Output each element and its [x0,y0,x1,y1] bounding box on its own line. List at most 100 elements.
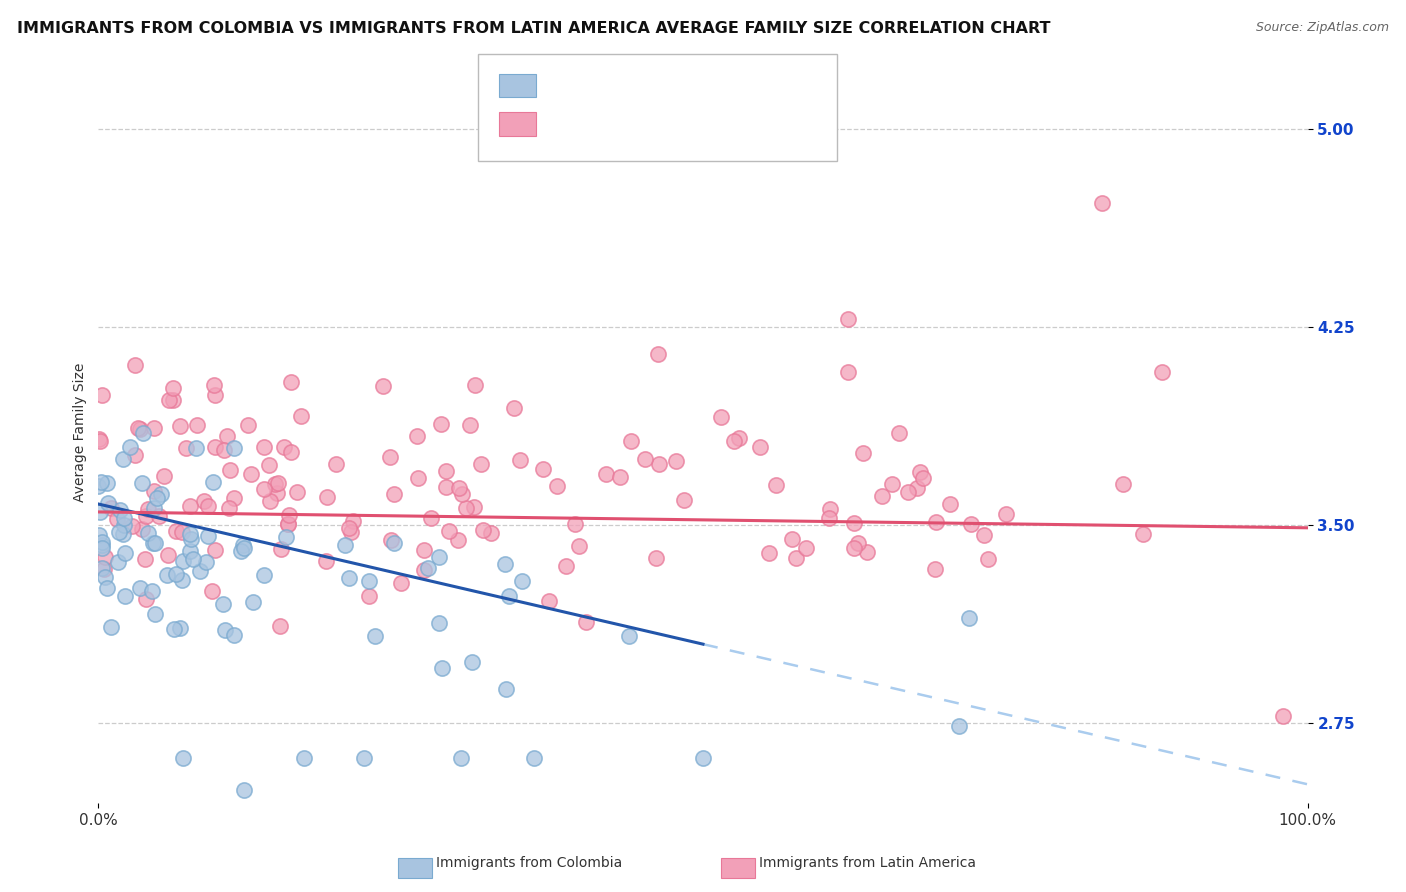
Point [89,475,111,490]
Point [472,523,495,537]
Point [503,401,526,415]
Point [609,470,631,484]
Point [110,503,132,517]
Point [97,496,120,510]
Point [818,511,841,525]
Point [280,375,302,389]
Point [1091,195,1114,210]
Point [100,501,122,516]
Point [242,594,264,608]
Point [382,535,405,549]
Point [118,440,141,454]
Point [277,516,299,531]
Point [278,508,301,522]
Point [218,501,240,516]
Point [389,575,412,590]
Point [214,624,236,638]
Point [131,475,153,490]
Point [464,378,486,392]
Point [142,535,165,549]
Point [96,581,118,595]
Point [647,347,669,361]
Point [229,544,252,558]
Point [239,467,262,482]
Point [412,564,434,578]
Point [90,541,112,555]
Point [710,409,733,424]
Point [253,441,276,455]
Point [842,541,865,556]
Point [748,440,770,454]
Point [846,536,869,550]
Text: IMMIGRANTS FROM COLOMBIA VS IMMIGRANTS FROM LATIN AMERICA AVERAGE FAMILY SIZE CO: IMMIGRANTS FROM COLOMBIA VS IMMIGRANTS F… [17,21,1050,36]
Point [96,476,118,491]
Point [353,751,375,765]
Point [692,751,714,765]
Point [413,542,436,557]
Point [523,751,546,765]
Point [270,541,292,556]
Text: Immigrants from Latin America: Immigrants from Latin America [759,855,976,870]
Point [908,466,931,480]
Point [1132,526,1154,541]
Point [165,524,187,538]
Point [184,441,207,455]
Point [531,462,554,476]
Point [174,442,197,456]
Point [292,751,315,765]
Point [162,393,184,408]
Point [820,502,842,516]
Point [232,538,254,552]
Point [142,421,165,435]
Point [112,527,135,541]
Point [157,548,180,562]
Point [219,463,242,477]
Point [342,514,364,528]
Point [430,661,453,675]
Point [335,538,357,552]
Point [266,486,288,500]
Point [232,782,254,797]
Point [620,434,643,448]
Point [212,597,235,611]
Point [224,441,246,455]
Point [785,550,807,565]
Point [89,504,111,518]
Point [430,417,453,432]
Point [179,544,201,558]
Point [94,570,117,584]
Point [136,526,159,541]
Point [90,388,112,402]
Point [273,440,295,454]
Point [143,535,166,549]
Point [434,480,457,494]
Point [204,388,226,402]
Point [264,476,287,491]
Point [564,516,586,531]
Point [373,379,395,393]
Point [148,508,170,523]
Point [257,458,280,473]
Point [897,485,920,500]
Point [165,566,187,581]
Point [382,487,405,501]
Point [172,554,194,568]
Point [1112,477,1135,491]
Point [201,583,224,598]
Point [114,589,136,603]
Point [152,469,174,483]
Point [794,541,817,556]
Point [567,539,589,553]
Point [129,582,152,596]
Point [723,434,745,448]
Point [948,719,970,733]
Point [112,452,135,467]
Point [180,533,202,547]
Point [470,457,492,471]
Text: Source: ZipAtlas.com: Source: ZipAtlas.com [1256,21,1389,34]
Point [172,751,194,765]
Point [427,615,450,630]
Point [510,574,533,588]
Point [842,516,865,530]
Point [141,584,163,599]
